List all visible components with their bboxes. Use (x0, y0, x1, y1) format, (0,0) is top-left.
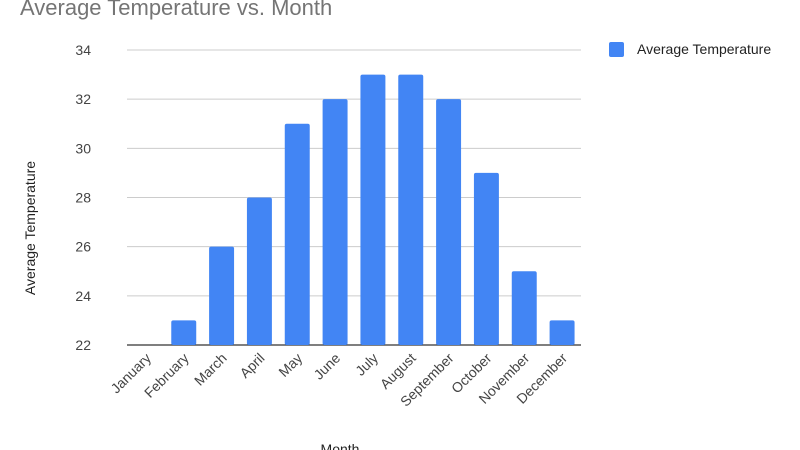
bar-june (322, 99, 348, 346)
y-tick-label: 34 (75, 42, 91, 58)
bar-september (436, 99, 462, 346)
bar-may (284, 123, 310, 345)
bar-july (360, 74, 386, 345)
y-tick-label: 22 (75, 337, 91, 353)
chart-title: Average Temperature vs. Month (20, 0, 333, 20)
x-tick-label: March (191, 350, 230, 389)
bar-march (209, 246, 235, 345)
legend-label: Average Temperature (637, 41, 772, 57)
y-tick-label: 24 (75, 288, 91, 304)
bar-february (171, 320, 197, 345)
x-axis-title: Month (321, 441, 360, 450)
y-tick-label: 32 (75, 91, 91, 107)
y-tick-label: 30 (75, 140, 91, 156)
x-tick-label: April (236, 350, 267, 381)
bar-november (511, 271, 537, 345)
y-axis-title: Average Temperature (22, 161, 38, 295)
x-tick-label: June (310, 350, 343, 383)
legend-swatch (609, 41, 624, 57)
bar-april (246, 197, 272, 345)
bar-august (398, 74, 424, 345)
chart-legend: Average Temperature (609, 41, 771, 57)
bar-december (549, 320, 575, 345)
y-tick-label: 28 (75, 190, 91, 206)
y-tick-label: 26 (75, 239, 91, 255)
x-tick-label: July (352, 350, 381, 379)
x-tick-label: May (275, 350, 305, 380)
bar-october (473, 172, 499, 345)
